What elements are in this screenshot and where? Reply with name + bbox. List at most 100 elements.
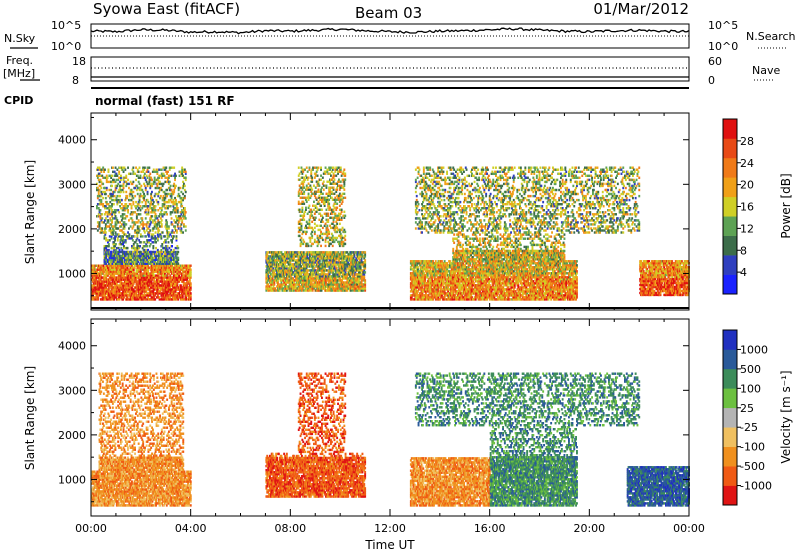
echo-cell [306, 201, 308, 203]
echo-cell [145, 235, 147, 237]
echo-cell [305, 207, 307, 209]
echo-cell [132, 191, 134, 193]
echo-cell [125, 191, 127, 193]
echo-cell [135, 179, 137, 181]
echo-cell [283, 281, 285, 283]
echo-cell [364, 271, 366, 273]
echo-cell [307, 269, 309, 271]
echo-cell [161, 223, 163, 225]
echo-cell [364, 259, 366, 261]
echo-cell [111, 185, 113, 187]
echo-cell [179, 217, 181, 219]
echo-cell [154, 280, 156, 282]
echo-cell [173, 167, 175, 169]
echo-cell [103, 177, 105, 179]
echo-cell [170, 167, 172, 169]
echo-cell [136, 185, 138, 187]
echo-cell [113, 179, 115, 181]
echo-cell [182, 231, 184, 233]
echo-cell [150, 177, 152, 179]
echo-cell [177, 211, 179, 213]
echo-cell [306, 185, 308, 187]
echo-cell [148, 263, 150, 265]
echo-cell [105, 245, 107, 247]
echo-cell [159, 296, 161, 298]
echo-cell [148, 209, 150, 211]
echo-cell [164, 203, 166, 205]
echo-cell [304, 227, 306, 229]
echo-cell [110, 193, 112, 195]
echo-cell [101, 217, 103, 219]
echo-cell [138, 203, 140, 205]
echo-cell [111, 203, 113, 205]
echo-cell [116, 209, 118, 211]
echo-cell [130, 173, 132, 175]
echo-cell [172, 223, 174, 225]
echo-cell [122, 213, 124, 215]
echo-cell [175, 247, 177, 249]
echo-cell [108, 175, 110, 177]
echo-cell [148, 225, 150, 227]
echo-cell [143, 193, 145, 195]
echo-cell [145, 298, 147, 300]
echo-cell [135, 167, 137, 169]
echo-cell [185, 225, 187, 227]
echo-cell [166, 201, 168, 203]
echo-cell [308, 183, 310, 185]
echo-cell [152, 237, 154, 239]
noise-left-top-tick: 10^5 [51, 19, 81, 32]
freq-tick-bottom: 8 [72, 74, 79, 87]
echo-cell [128, 183, 130, 185]
echo-cell [120, 189, 122, 191]
echo-cell [116, 187, 118, 189]
echo-cell [162, 231, 164, 233]
echo-cell [99, 167, 101, 169]
nave-tick-top: 60 [708, 55, 722, 68]
echo-cell [144, 231, 146, 233]
echo-cell [144, 195, 146, 197]
echo-cell [127, 167, 129, 169]
echo-cell [287, 281, 289, 283]
echo-cell [183, 225, 185, 227]
echo-cell [99, 189, 101, 191]
echo-cell [102, 197, 104, 199]
echo-cell [108, 181, 110, 183]
echo-cell [185, 229, 187, 231]
echo-cell [157, 209, 159, 211]
echo-cell [128, 187, 130, 189]
echo-cell [124, 169, 126, 171]
echo-cell [106, 203, 108, 205]
echo-cell [151, 191, 153, 193]
echo-cell [139, 225, 141, 227]
echo-cell [154, 195, 156, 197]
echo-cell [105, 231, 107, 233]
echo-cell [132, 201, 134, 203]
echo-cell [164, 201, 166, 203]
echo-cell [158, 169, 160, 171]
echo-cell [306, 167, 308, 169]
echo-cell [116, 179, 118, 181]
echo-cell [175, 199, 177, 201]
echo-cell [140, 241, 142, 243]
echo-cell [110, 195, 112, 197]
echo-cell [168, 247, 170, 249]
echo-cell [190, 265, 192, 267]
echo-cell [151, 179, 153, 181]
echo-cell [184, 207, 186, 209]
echo-cell [166, 177, 168, 179]
echo-cell [142, 235, 144, 237]
echo-cell [152, 245, 154, 247]
echo-cell [286, 265, 288, 267]
echo-cell [136, 217, 138, 219]
freq-label-line2: [MHz] [3, 67, 35, 80]
echo-cell [127, 247, 129, 249]
noise-left-label: N.Sky [4, 32, 36, 45]
echo-cell [154, 177, 156, 179]
echo-cell [171, 195, 173, 197]
echo-cell [132, 197, 134, 199]
echo-cell [179, 175, 181, 177]
echo-cell [301, 177, 303, 179]
echo-cell [159, 225, 161, 227]
echo-cell [157, 195, 159, 197]
echo-cell [175, 185, 177, 187]
